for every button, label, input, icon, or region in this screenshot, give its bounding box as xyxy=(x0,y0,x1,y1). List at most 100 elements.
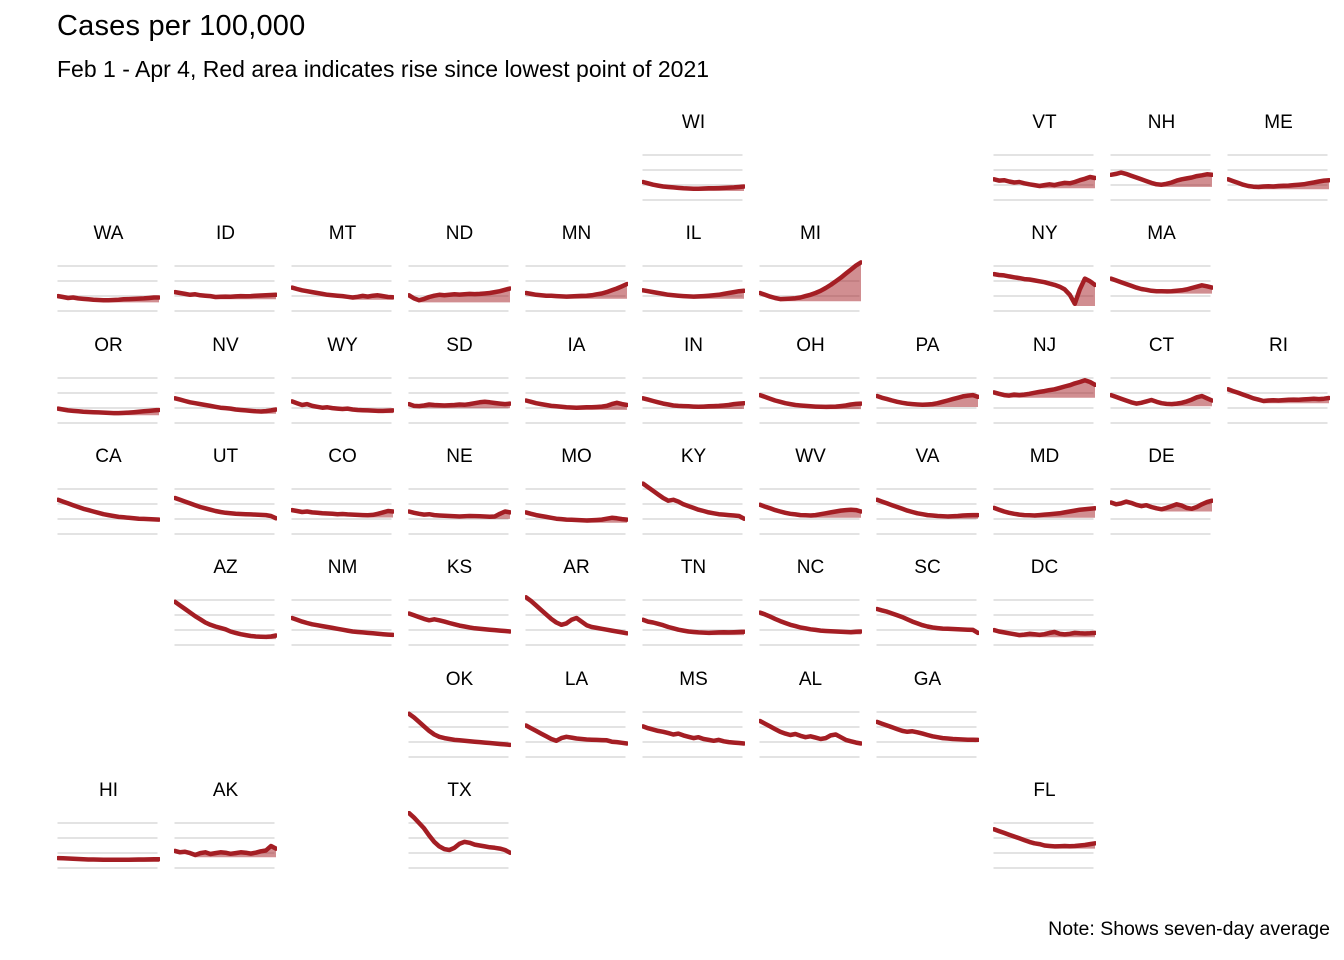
rise-area-fill xyxy=(566,284,627,300)
trend-line xyxy=(408,286,511,303)
trend-line xyxy=(876,392,979,407)
state-label: IA xyxy=(567,334,586,356)
trend-line xyxy=(174,290,277,300)
trend-line xyxy=(525,282,628,300)
state-label: GA xyxy=(913,668,942,690)
state-cell-co: CO xyxy=(291,446,394,541)
state-cell-az: AZ xyxy=(174,557,277,652)
trend-line xyxy=(1110,276,1213,294)
trend-line xyxy=(57,855,160,862)
state-cell-ky: KY xyxy=(642,446,745,541)
sparkline-chart xyxy=(525,710,628,758)
state-label: MT xyxy=(328,223,357,245)
sparkline-chart xyxy=(759,599,862,647)
state-label: DC xyxy=(1030,557,1059,579)
chart-title: Cases per 100,000 xyxy=(57,10,306,42)
state-cell-sd: SD xyxy=(408,335,511,430)
state-cell-fl: FL xyxy=(993,780,1096,875)
trend-line xyxy=(291,507,394,518)
sparkline-chart xyxy=(57,265,160,313)
state-cell-ne: NE xyxy=(408,446,511,541)
trend-line xyxy=(876,606,979,636)
state-cell-wa: WA xyxy=(57,223,160,318)
sparkline-chart xyxy=(525,487,628,535)
state-cell-nh: NH xyxy=(1110,112,1213,207)
trend-line xyxy=(759,610,862,635)
sparkline-chart xyxy=(642,154,745,201)
state-cell-md: MD xyxy=(993,446,1096,541)
state-cell-ia: IA xyxy=(525,335,628,430)
trend-line xyxy=(876,497,979,519)
state-cell-in: IN xyxy=(642,335,745,430)
state-label: VA xyxy=(915,445,940,467)
state-cell-ks: KS xyxy=(408,557,511,652)
sparkline-chart xyxy=(1110,376,1213,424)
state-cell-ca: CA xyxy=(57,446,160,541)
state-label: SC xyxy=(914,557,941,579)
trend-line xyxy=(525,722,628,746)
trend-line xyxy=(993,505,1096,518)
state-label: MO xyxy=(561,445,592,467)
sparkline-chart xyxy=(642,710,745,758)
trend-line xyxy=(525,595,628,636)
state-cell-vt: VT xyxy=(993,112,1096,207)
sparkline-chart xyxy=(57,821,160,869)
trend-line xyxy=(759,392,862,409)
state-cell-ok: OK xyxy=(408,669,511,764)
sparkline-chart xyxy=(876,710,979,758)
state-label: NC xyxy=(796,557,825,579)
state-cell-dc: DC xyxy=(993,557,1096,652)
sparkline-chart xyxy=(993,154,1096,201)
state-cell-de: DE xyxy=(1110,446,1213,541)
trend-line xyxy=(291,398,394,413)
sparkline-chart xyxy=(408,599,511,647)
state-label: VT xyxy=(1032,112,1057,133)
trend-line xyxy=(642,617,745,636)
state-cell-nj: NJ xyxy=(993,335,1096,430)
state-label: AZ xyxy=(213,557,238,579)
trend-line xyxy=(291,615,394,638)
trend-line xyxy=(993,272,1096,307)
state-cell-nm: NM xyxy=(291,557,394,652)
state-label: CA xyxy=(95,445,122,467)
sparkline-chart xyxy=(525,265,628,313)
sparkline-chart xyxy=(174,487,277,535)
state-label: CO xyxy=(328,445,357,467)
state-label: KS xyxy=(446,557,473,579)
state-label: NJ xyxy=(1032,334,1057,356)
sparkline-chart xyxy=(174,599,277,647)
state-cell-wv: WV xyxy=(759,446,862,541)
rise-area-fill xyxy=(780,262,861,302)
sparkline-chart xyxy=(759,376,862,424)
state-label: IN xyxy=(684,334,703,356)
state-cell-mn: MN xyxy=(525,223,628,318)
state-label: ME xyxy=(1264,112,1293,133)
sparkline-chart xyxy=(1227,154,1330,201)
sparkline-chart xyxy=(876,376,979,424)
state-label: WV xyxy=(795,445,826,467)
sparkline-chart xyxy=(408,376,511,424)
trend-line xyxy=(993,174,1096,189)
state-cell-ut: UT xyxy=(174,446,277,541)
sparkline-chart xyxy=(1110,265,1213,313)
state-cell-ri: RI xyxy=(1227,335,1330,430)
state-label: NM xyxy=(327,557,358,579)
state-cell-pa: PA xyxy=(876,335,979,430)
state-label: HI xyxy=(99,779,118,801)
trend-line xyxy=(174,843,277,858)
trend-line xyxy=(408,399,511,408)
sparkline-chart xyxy=(174,821,277,869)
state-cell-nc: NC xyxy=(759,557,862,652)
state-label: WY xyxy=(327,334,358,356)
state-label: LA xyxy=(564,668,589,690)
state-cell-ny: NY xyxy=(993,223,1096,318)
trend-line xyxy=(525,397,628,410)
sparkline-chart xyxy=(408,487,511,535)
sparkline-chart xyxy=(1227,376,1330,424)
trend-line xyxy=(642,723,745,746)
trend-line xyxy=(993,377,1096,398)
state-cell-mo: MO xyxy=(525,446,628,541)
trend-line xyxy=(759,260,862,302)
state-label: PA xyxy=(915,334,940,356)
state-cell-me: ME xyxy=(1227,112,1330,207)
